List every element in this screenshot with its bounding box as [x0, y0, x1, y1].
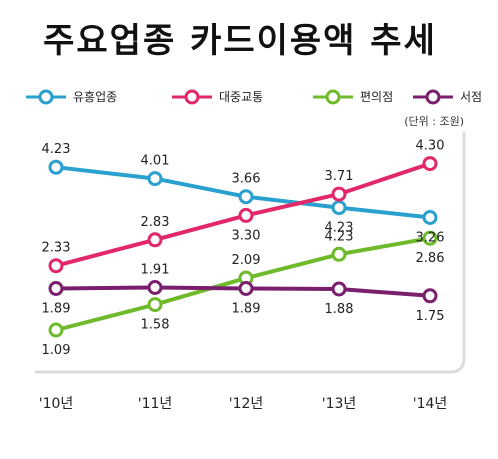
data-label-s3-p4: 4.23	[325, 229, 354, 244]
x-tick-2: '11년	[138, 396, 173, 412]
legend-marker-1	[38, 89, 54, 105]
data-label-s1-p1: 4.23	[42, 142, 71, 157]
data-label-s4-p1: 1.89	[42, 302, 71, 317]
point-s1-p1	[48, 159, 64, 175]
data-label-s1-p2: 4.01	[141, 154, 170, 169]
data-label-s3-p1: 1.09	[42, 343, 71, 358]
point-s1-p4	[331, 200, 347, 216]
point-s4-p1	[48, 281, 64, 296]
point-s2-p2	[147, 232, 163, 248]
point-s3-p1	[48, 322, 64, 338]
x-tick-1: '10년	[39, 396, 74, 412]
data-label-s3-p2: 1.58	[141, 318, 170, 333]
data-label-s4-p5: 1.75	[416, 309, 445, 324]
plot-frame-line	[35, 132, 466, 374]
legend: 유흥업종 대중교통 편의점 서점	[26, 89, 482, 105]
plot-frame	[35, 132, 466, 374]
point-s1-p3	[238, 189, 254, 205]
data-label-s2-p4: 3.71	[325, 169, 354, 184]
point-s3-p4	[331, 246, 347, 262]
legend-marker-2	[184, 89, 200, 105]
chart-title: 주요업종 카드이용액 추세	[43, 21, 437, 61]
x-tick-5: '14년	[413, 396, 448, 412]
point-s2-p5	[422, 156, 438, 172]
legend-marker-3	[325, 89, 341, 105]
legend-label-4: 서점	[460, 90, 482, 104]
point-s2-p3	[238, 207, 254, 223]
point-s1-p5	[422, 210, 438, 225]
point-s2-p4	[331, 186, 347, 202]
legend-label-2: 대중교통	[219, 90, 263, 104]
point-s2-p1	[48, 258, 64, 274]
data-label-s1-p4: 4.23	[325, 221, 354, 236]
point-s4-p5	[422, 288, 438, 304]
legend-label-1: 유흥업종	[73, 90, 117, 104]
x-tick-4: '13년	[322, 396, 357, 412]
data-label-s3-p3: 2.09	[232, 253, 261, 268]
data-labels: 4.23 4.01 3.66 4.23 3.26 2.33 2.83 3.30 3.71 4.30…	[42, 139, 445, 358]
point-s3-p2	[147, 297, 163, 313]
x-tick-3: '12년	[229, 396, 264, 412]
data-label-s4-p4: 1.88	[325, 302, 354, 317]
data-label-s4-p3: 1.89	[232, 302, 261, 317]
data-label-s2-p3: 3.30	[232, 228, 261, 243]
data-label-s1-p5: 3.26	[416, 231, 445, 246]
point-s1-p2	[147, 171, 163, 187]
data-label-s2-p1: 2.33	[42, 241, 71, 256]
point-s4-p3	[238, 281, 254, 296]
data-label-s3-p5: 2.86	[416, 251, 445, 266]
legend-marker-4	[425, 89, 441, 105]
point-s4-p4	[331, 281, 347, 297]
data-label-s2-p2: 2.83	[141, 215, 170, 230]
point-s4-p2	[147, 280, 163, 295]
point-s3-p5	[422, 230, 438, 246]
data-label-s2-p5: 4.30	[416, 139, 445, 154]
unit-label: (단위 : 조원)	[404, 115, 464, 128]
legend-label-3: 편의점	[360, 90, 393, 104]
data-label-s1-p3: 3.66	[232, 172, 261, 187]
x-axis-ticks: '10년 '11년 '12년 '13년 '14년	[39, 396, 448, 412]
data-points	[48, 156, 438, 338]
data-label-s4-p2: 1.91	[141, 263, 170, 278]
